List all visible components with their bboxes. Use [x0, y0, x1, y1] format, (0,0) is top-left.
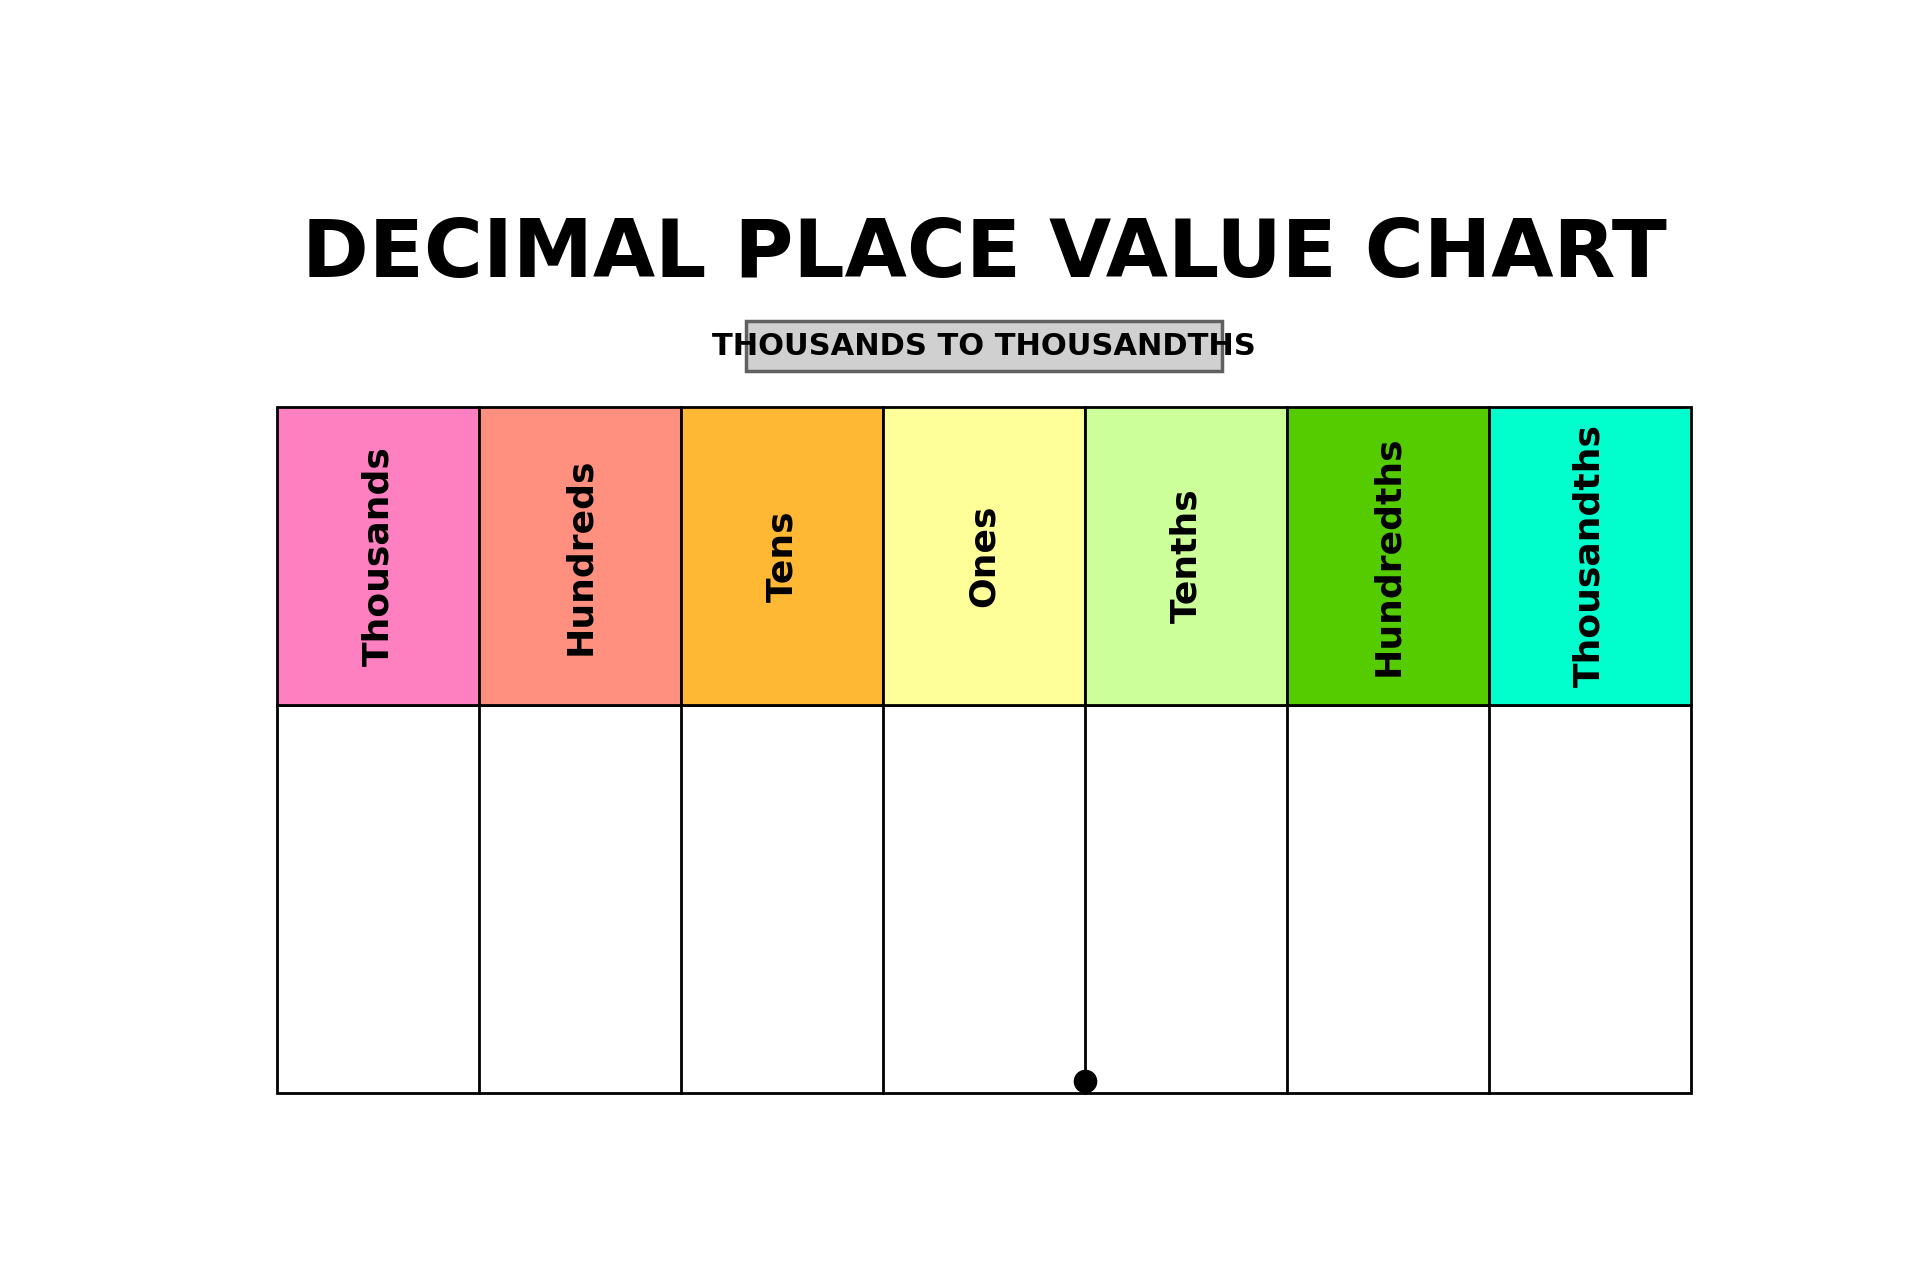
- Bar: [276, 705, 1692, 1093]
- Bar: [480, 406, 682, 705]
- Text: Tenths: Tenths: [1169, 489, 1204, 624]
- Bar: [745, 320, 1221, 371]
- Bar: [276, 406, 480, 705]
- Text: Hundreds: Hundreds: [563, 457, 597, 654]
- Bar: [1488, 406, 1692, 705]
- Text: Tens: Tens: [764, 511, 799, 602]
- Text: Hundredths: Hundredths: [1371, 436, 1405, 676]
- Text: Ones: Ones: [968, 504, 1000, 607]
- Text: THOUSANDS TO THOUSANDTHS: THOUSANDS TO THOUSANDTHS: [712, 331, 1256, 361]
- Bar: [682, 406, 883, 705]
- Text: Thousandths: Thousandths: [1572, 424, 1607, 687]
- Text: DECIMAL PLACE VALUE CHART: DECIMAL PLACE VALUE CHART: [301, 216, 1667, 295]
- Bar: [883, 406, 1085, 705]
- Bar: [1286, 406, 1488, 705]
- Text: Thousands: Thousands: [361, 446, 396, 665]
- Bar: [1085, 406, 1286, 705]
